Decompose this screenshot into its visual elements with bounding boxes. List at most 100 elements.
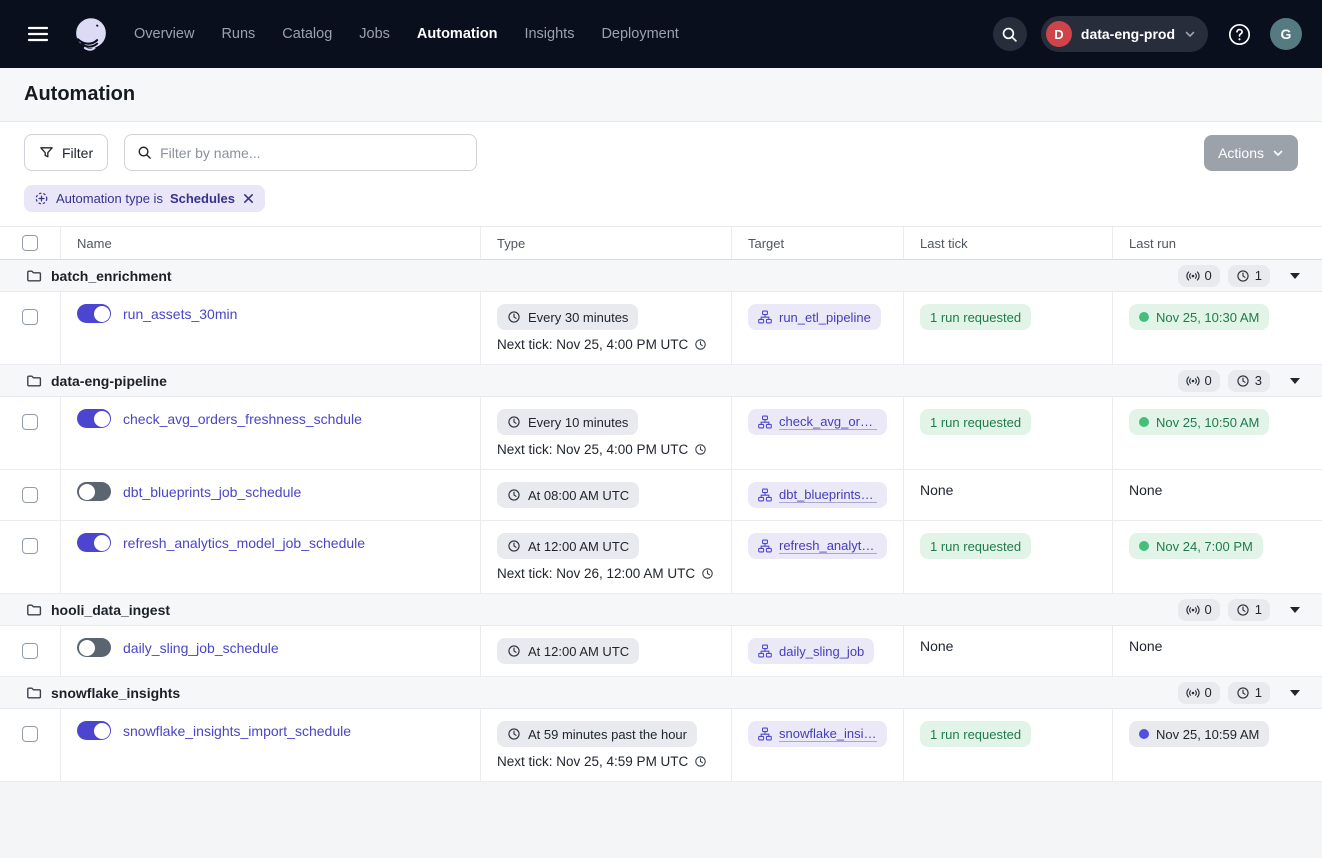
group-name: snowflake_insights	[51, 684, 181, 701]
row-checkbox[interactable]	[22, 414, 38, 430]
menu-icon[interactable]	[20, 16, 56, 52]
schedule-count-badge: 3	[1227, 369, 1270, 392]
collapse-group-button[interactable]	[1284, 374, 1306, 388]
group-name: batch_enrichment	[51, 267, 172, 284]
name-filter-input[interactable]	[160, 144, 465, 161]
schedule-type-pill: At 12:00 AM UTC	[497, 638, 640, 664]
last-run-pill[interactable]: Nov 25, 10:59 AM	[1129, 721, 1270, 747]
target-job-pill[interactable]: snowflake_insights	[748, 721, 887, 747]
last-tick-status-pill[interactable]: 1 run requested	[920, 721, 1032, 747]
table-row: run_assets_30min Every 30 minutes Next t…	[0, 292, 1322, 365]
automation-condition-icon	[34, 191, 49, 206]
schedule-name-link[interactable]: dbt_blueprints_job_schedule	[123, 483, 302, 500]
table-row: check_avg_orders_freshness_schdule Every…	[0, 397, 1322, 470]
nav-tab-jobs[interactable]: Jobs	[359, 26, 390, 42]
job-graph-icon	[758, 539, 772, 553]
schedule-toggle[interactable]	[77, 409, 111, 428]
table-row: daily_sling_job_schedule At 12:00 AM UTC…	[0, 626, 1322, 677]
deployment-switcher[interactable]: D data-eng-prod	[1040, 16, 1208, 52]
chevron-down-icon	[1184, 28, 1196, 40]
user-avatar[interactable]: G	[1270, 18, 1302, 50]
schedule-name-link[interactable]: daily_sling_job_schedule	[123, 639, 279, 656]
table-row: snowflake_insights_import_schedule At 59…	[0, 709, 1322, 782]
schedule-toggle[interactable]	[77, 638, 111, 657]
schedule-toggle[interactable]	[77, 721, 111, 740]
schedule-name-link[interactable]: snowflake_insights_import_schedule	[123, 722, 352, 739]
filter-button[interactable]: Filter	[24, 134, 109, 171]
nav-tab-deployment[interactable]: Deployment	[601, 26, 679, 42]
schedule-toggle[interactable]	[77, 304, 111, 323]
target-job-pill[interactable]: dbt_blueprints_job	[748, 482, 887, 508]
target-job-pill[interactable]: run_etl_pipeline	[748, 304, 881, 330]
clock-icon	[507, 488, 521, 502]
dagster-logo[interactable]	[70, 13, 112, 55]
schedule-name-link[interactable]: check_avg_orders_freshness_schdule	[123, 410, 362, 427]
nav-tab-runs[interactable]: Runs	[221, 26, 256, 42]
schedule-type-pill: Every 10 minutes	[497, 409, 639, 435]
job-graph-icon	[758, 488, 772, 502]
group-name: hooli_data_ingest	[51, 601, 171, 618]
last-run-pill[interactable]: Nov 24, 7:00 PM	[1129, 533, 1263, 559]
folder-icon	[26, 268, 42, 284]
collapse-group-button[interactable]	[1284, 269, 1306, 283]
last-tick-status-pill[interactable]: 1 run requested	[920, 409, 1032, 435]
top-navbar: Overview Runs Catalog Jobs Automation In…	[0, 0, 1322, 68]
close-icon[interactable]	[242, 192, 255, 205]
select-all-checkbox[interactable]	[22, 235, 38, 251]
filter-chip-automation-type[interactable]: Automation type is Schedules	[24, 185, 265, 212]
page-header: Automation	[0, 68, 1322, 122]
schedule-name-link[interactable]: run_assets_30min	[123, 305, 238, 322]
run-success-dot	[1139, 417, 1149, 427]
clock-icon	[1236, 603, 1250, 617]
help-button[interactable]	[1222, 17, 1256, 51]
schedule-count: 1	[1254, 685, 1262, 700]
row-checkbox[interactable]	[22, 487, 38, 503]
last-tick-status-pill[interactable]: 1 run requested	[920, 533, 1032, 559]
nav-tab-automation[interactable]: Automation	[416, 26, 498, 42]
group-row-batch-enrichment[interactable]: batch_enrichment 0 1	[0, 260, 1322, 292]
row-checkbox[interactable]	[22, 309, 38, 325]
schedule-name-link[interactable]: refresh_analytics_model_job_schedule	[123, 534, 366, 551]
collapse-group-button[interactable]	[1284, 686, 1306, 700]
schedule-toggle[interactable]	[77, 533, 111, 552]
table-row: refresh_analytics_model_job_schedule At …	[0, 521, 1322, 594]
deployment-avatar: D	[1045, 21, 1072, 47]
sensor-icon	[1185, 686, 1200, 700]
schedule-toggle[interactable]	[77, 482, 111, 501]
name-filter-field	[124, 134, 478, 171]
target-job-pill[interactable]: check_avg_orders_	[748, 409, 887, 435]
job-graph-icon	[758, 415, 772, 429]
sensor-count: 0	[1204, 685, 1212, 700]
folder-icon	[26, 373, 42, 389]
global-search-button[interactable]	[992, 17, 1027, 51]
sensor-count-badge: 0	[1177, 264, 1220, 287]
sensor-count-badge: 0	[1177, 369, 1220, 392]
schedule-count-badge: 1	[1227, 681, 1270, 704]
search-icon	[137, 145, 152, 160]
toolbar: Filter Actions	[0, 122, 1322, 183]
row-checkbox[interactable]	[22, 643, 38, 659]
help-icon	[1227, 22, 1252, 47]
table-row: dbt_blueprints_job_schedule At 08:00 AM …	[0, 470, 1322, 521]
sensor-icon	[1185, 603, 1200, 617]
group-row-hooli-data-ingest[interactable]: hooli_data_ingest 0 1	[0, 594, 1322, 626]
chevron-down-icon	[1272, 147, 1284, 159]
target-job-pill[interactable]: refresh_analytics_r	[748, 533, 887, 559]
row-checkbox[interactable]	[22, 538, 38, 554]
actions-button-label: Actions	[1218, 144, 1264, 161]
group-row-data-eng-pipeline[interactable]: data-eng-pipeline 0 3	[0, 365, 1322, 397]
row-checkbox[interactable]	[22, 726, 38, 742]
filter-button-label: Filter	[62, 144, 94, 161]
actions-button[interactable]: Actions	[1204, 134, 1298, 171]
last-run-pill[interactable]: Nov 25, 10:30 AM	[1129, 304, 1270, 330]
schedule-type-pill: At 59 minutes past the hour	[497, 721, 697, 747]
collapse-group-button[interactable]	[1284, 603, 1306, 617]
nav-tab-overview[interactable]: Overview	[134, 26, 195, 42]
last-run-pill[interactable]: Nov 25, 10:50 AM	[1129, 409, 1270, 435]
last-tick-none: None	[920, 482, 954, 498]
last-tick-status-pill[interactable]: 1 run requested	[920, 304, 1032, 330]
nav-tab-catalog[interactable]: Catalog	[282, 26, 333, 42]
nav-tab-insights[interactable]: Insights	[524, 26, 575, 42]
target-job-pill[interactable]: daily_sling_job	[748, 638, 875, 664]
group-row-snowflake-insights[interactable]: snowflake_insights 0 1	[0, 677, 1322, 709]
